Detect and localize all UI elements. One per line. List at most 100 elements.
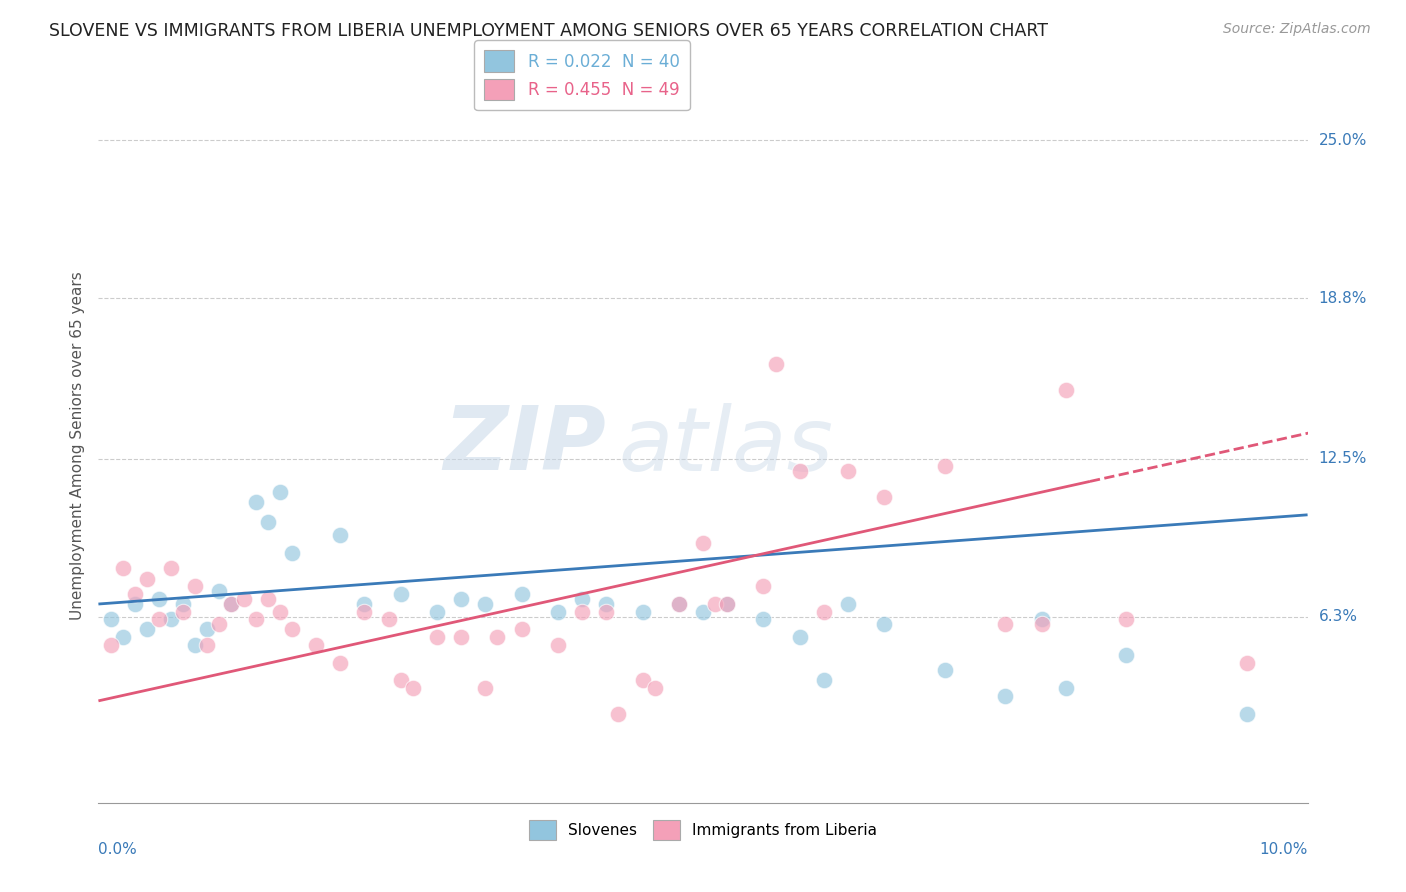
Point [994,689,1017,703]
Point [184,579,207,593]
Text: 10.0%: 10.0% [1260,842,1308,856]
Point [426,630,449,644]
Point [813,605,835,619]
Point [353,597,375,611]
Point [256,591,278,606]
Text: 0.0%: 0.0% [98,842,138,856]
Point [752,612,775,626]
Point [510,587,533,601]
Point [269,605,291,619]
Point [195,638,218,652]
Legend: Slovenes, Immigrants from Liberia: Slovenes, Immigrants from Liberia [519,811,887,848]
Point [631,605,654,619]
Point [172,605,194,619]
Point [100,638,122,652]
Point [607,706,630,721]
Text: 25.0%: 25.0% [1319,133,1367,148]
Point [752,579,775,593]
Point [692,605,714,619]
Point [813,673,835,688]
Point [486,630,509,644]
Point [547,605,569,619]
Text: Source: ZipAtlas.com: Source: ZipAtlas.com [1223,22,1371,37]
Point [631,673,654,688]
Point [934,663,956,677]
Point [195,623,218,637]
Point [148,612,170,626]
Point [644,681,666,695]
Point [1054,383,1077,397]
Point [837,465,859,479]
Point [1236,706,1258,721]
Point [281,623,304,637]
Point [160,561,183,575]
Point [124,587,146,601]
Text: 18.8%: 18.8% [1319,291,1367,306]
Point [100,612,122,626]
Point [1115,648,1137,662]
Point [426,605,449,619]
Point [389,587,412,601]
Point [571,605,593,619]
Point [208,584,231,599]
Point [184,638,207,652]
Point [208,617,231,632]
Point [281,546,304,560]
Point [135,572,157,586]
Point [716,597,738,611]
Text: SLOVENE VS IMMIGRANTS FROM LIBERIA UNEMPLOYMENT AMONG SENIORS OVER 65 YEARS CORR: SLOVENE VS IMMIGRANTS FROM LIBERIA UNEMP… [49,22,1049,40]
Point [402,681,425,695]
Point [873,617,896,632]
Point [704,597,727,611]
Point [221,597,243,611]
Text: 12.5%: 12.5% [1319,451,1367,467]
Point [1031,617,1053,632]
Text: ZIP: ZIP [443,402,606,490]
Point [160,612,183,626]
Point [450,591,472,606]
Point [571,591,593,606]
Point [111,630,134,644]
Point [124,597,146,611]
Point [389,673,412,688]
Point [377,612,399,626]
Point [474,681,496,695]
Point [547,638,569,652]
Point [172,597,194,611]
Point [789,465,811,479]
Point [1031,612,1053,626]
Point [668,597,690,611]
Point [450,630,472,644]
Point [221,597,243,611]
Point [765,358,787,372]
Point [245,495,267,509]
Point [1115,612,1137,626]
Point [245,612,267,626]
Point [668,597,690,611]
Point [994,617,1017,632]
Point [837,597,859,611]
Point [353,605,375,619]
Text: atlas: atlas [619,403,834,489]
Point [1236,656,1258,670]
Point [256,516,278,530]
Point [269,484,291,499]
Point [329,528,352,542]
Point [111,561,134,575]
Point [305,638,328,652]
Point [716,597,738,611]
Text: 6.3%: 6.3% [1319,609,1358,624]
Point [510,623,533,637]
Point [692,536,714,550]
Point [595,597,617,611]
Y-axis label: Unemployment Among Seniors over 65 years: Unemployment Among Seniors over 65 years [69,272,84,620]
Point [873,490,896,504]
Point [232,591,254,606]
Point [135,623,157,637]
Point [1054,681,1077,695]
Point [789,630,811,644]
Point [934,459,956,474]
Point [148,591,170,606]
Point [329,656,352,670]
Point [595,605,617,619]
